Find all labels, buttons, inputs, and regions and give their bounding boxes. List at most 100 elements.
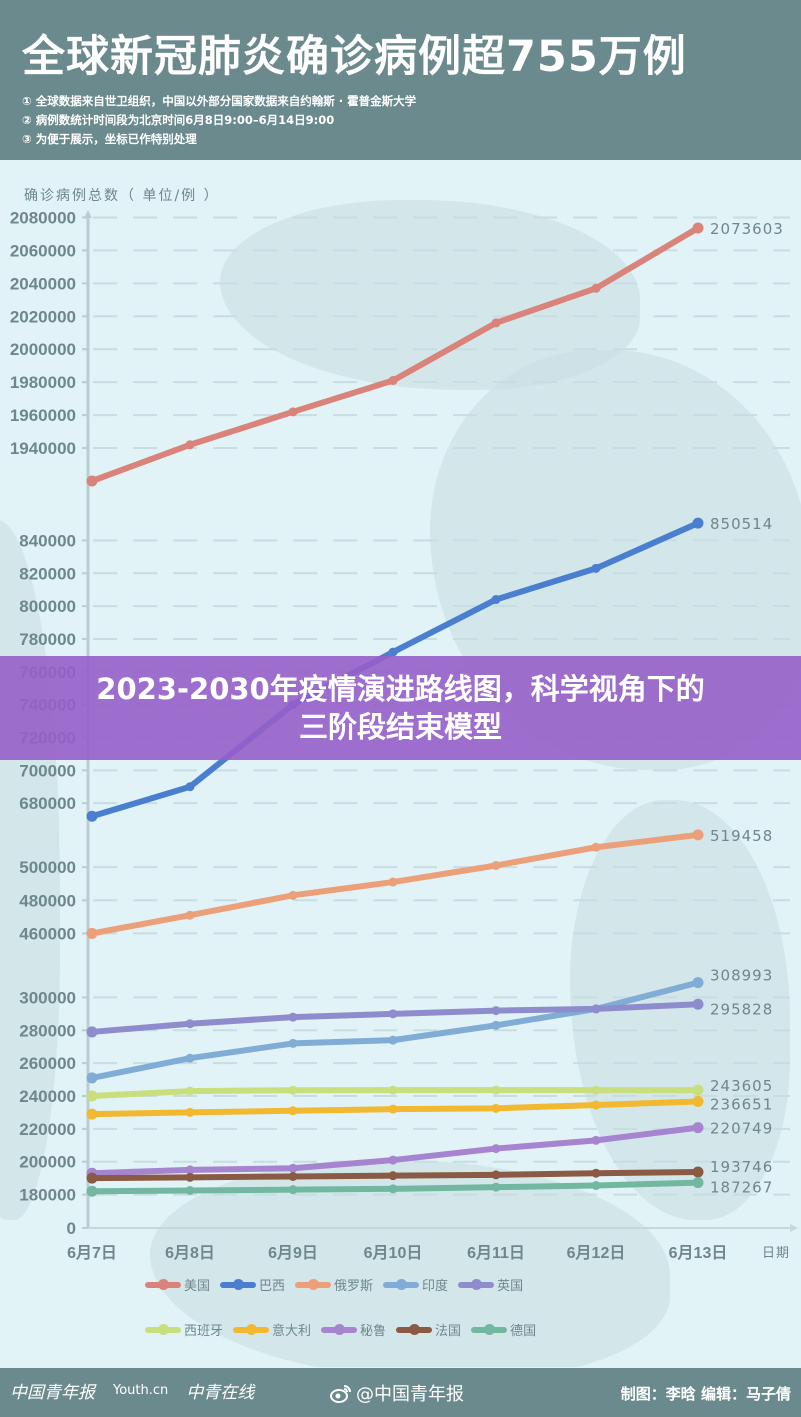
legend-item[interactable]: 巴西 bbox=[220, 1275, 285, 1294]
legend-item[interactable]: 英国 bbox=[458, 1275, 523, 1294]
data-point bbox=[491, 1020, 501, 1030]
legend-swatch-icon bbox=[471, 1323, 508, 1335]
data-point bbox=[692, 1177, 704, 1189]
legend-label: 印度 bbox=[422, 1279, 449, 1294]
legend-item[interactable]: 法国 bbox=[396, 1320, 461, 1339]
end-value-label: 193746 bbox=[710, 1158, 773, 1176]
data-point bbox=[86, 810, 98, 822]
data-point bbox=[288, 1172, 298, 1181]
note-3: ③ 为便于展示，坐标已作特别处理 bbox=[22, 132, 197, 146]
data-point bbox=[86, 475, 98, 487]
legend-swatch-icon bbox=[396, 1323, 433, 1335]
legend-item[interactable]: 俄罗斯 bbox=[295, 1275, 373, 1294]
legend-item[interactable]: 西班牙 bbox=[145, 1320, 223, 1339]
logo-zgqnb: 中国青年报 bbox=[10, 1383, 95, 1403]
data-point bbox=[692, 517, 704, 529]
end-value-label: 295828 bbox=[710, 1000, 773, 1018]
data-point bbox=[692, 977, 704, 989]
header-banner: 全球新冠肺炎确诊病例超755万例 ① 全球数据来自世卫组织，中国以外部分国家数据… bbox=[0, 0, 801, 160]
legend-swatch-icon bbox=[321, 1323, 358, 1335]
series-line bbox=[89, 225, 701, 484]
legend-swatch-icon bbox=[145, 1278, 181, 1290]
legend-swatch-icon bbox=[458, 1278, 495, 1290]
y-tick-label: 240000 bbox=[19, 1087, 76, 1106]
data-point bbox=[185, 1172, 195, 1182]
data-point bbox=[491, 1170, 501, 1180]
overlay-banner: 2023-2030年疫情演进路线图，科学视角下的 三阶段结束模型 bbox=[0, 656, 801, 760]
banner-line-1: 2023-2030年疫情演进路线图，科学视角下的 bbox=[96, 672, 705, 706]
y-tick-label: 180000 bbox=[19, 1186, 76, 1205]
legend-item[interactable]: 印度 bbox=[383, 1275, 448, 1294]
data-point bbox=[591, 1100, 601, 1110]
legend-swatch-icon bbox=[295, 1278, 332, 1290]
x-tick-label: 6月8日 bbox=[165, 1244, 215, 1262]
y-tick-label: 2020000 bbox=[10, 307, 76, 326]
weibo-icon bbox=[330, 1385, 351, 1403]
data-point bbox=[388, 1009, 398, 1019]
y-tick-label: 700000 bbox=[19, 761, 76, 780]
y-axis-title: 确诊病例总数（ 单位/例 ） bbox=[24, 188, 220, 204]
data-point bbox=[591, 842, 601, 852]
data-point bbox=[86, 1026, 98, 1038]
data-point bbox=[185, 782, 195, 792]
data-point bbox=[591, 283, 601, 293]
credits: 制图：李晗 编辑：马子倩 bbox=[620, 1385, 791, 1403]
data-point bbox=[388, 1085, 398, 1095]
end-value-label: 220749 bbox=[710, 1120, 773, 1138]
data-point bbox=[388, 376, 398, 386]
y-tick-label: 200000 bbox=[19, 1153, 76, 1172]
y-tick-label: 280000 bbox=[19, 1021, 76, 1040]
publisher-logos: 中国青年报 Youth.cn 中青在线 bbox=[10, 1378, 254, 1403]
x-tick-label: 6月13日 bbox=[669, 1244, 728, 1262]
y-tick-label: 780000 bbox=[19, 630, 76, 649]
y-tick-label: 500000 bbox=[19, 858, 76, 877]
x-tick-label: 6月11日 bbox=[467, 1244, 525, 1262]
legend-item[interactable]: 意大利 bbox=[233, 1320, 311, 1339]
data-point bbox=[491, 860, 501, 870]
data-point bbox=[591, 1085, 601, 1095]
legend-item[interactable]: 德国 bbox=[471, 1320, 536, 1339]
series-line bbox=[89, 1001, 701, 1035]
note-2: ② 病例数统计时间段为北京时间6月8日9:00–6月14日9:00 bbox=[22, 113, 335, 127]
legend-swatch-icon bbox=[383, 1278, 420, 1290]
data-point bbox=[491, 1103, 501, 1113]
end-value-label: 850514 bbox=[710, 515, 773, 533]
data-point bbox=[86, 1172, 98, 1184]
data-point bbox=[388, 1035, 398, 1045]
y-tick-label: 480000 bbox=[19, 891, 76, 910]
series-line bbox=[89, 1124, 701, 1177]
legend-swatch-icon bbox=[220, 1278, 257, 1290]
data-point bbox=[388, 1104, 398, 1114]
legend-label: 西班牙 bbox=[184, 1324, 224, 1339]
data-point bbox=[692, 222, 704, 234]
data-point bbox=[185, 1086, 195, 1096]
data-point bbox=[288, 1163, 298, 1173]
x-tick-label: 6月12日 bbox=[567, 1244, 626, 1262]
legend-item[interactable]: 秘鲁 bbox=[321, 1320, 386, 1339]
banner-line-2: 三阶段结束模型 bbox=[298, 710, 502, 744]
y-tick-label: 2040000 bbox=[10, 274, 76, 293]
data-point bbox=[388, 1171, 398, 1181]
data-point bbox=[86, 1072, 98, 1084]
notes: ① 全球数据来自世卫组织，中国以外部分国家数据来自约翰斯 · 霍普金斯大学 ② … bbox=[22, 92, 416, 149]
data-point bbox=[591, 1004, 601, 1014]
legend-item[interactable]: 美国 bbox=[145, 1275, 210, 1294]
data-point bbox=[591, 1168, 601, 1178]
x-tick-label: 6月10日 bbox=[364, 1244, 423, 1262]
y-tick-label: 840000 bbox=[19, 531, 76, 550]
weibo-handle: @中国青年报 bbox=[330, 1380, 464, 1406]
end-value-label: 519458 bbox=[710, 827, 773, 845]
data-point bbox=[185, 1019, 195, 1029]
y-tick-label: 1940000 bbox=[10, 439, 76, 458]
data-point bbox=[185, 1053, 195, 1063]
y-tick-label: 2060000 bbox=[10, 241, 76, 260]
data-point bbox=[491, 318, 501, 328]
data-point bbox=[185, 910, 195, 920]
data-point bbox=[86, 1090, 98, 1102]
data-point bbox=[86, 927, 98, 939]
legend-row: 西班牙 意大利 秘鲁 法国 德国 bbox=[145, 1320, 536, 1339]
data-point bbox=[185, 1165, 195, 1175]
data-point bbox=[86, 1108, 98, 1120]
data-point bbox=[591, 563, 601, 573]
data-point bbox=[288, 1185, 298, 1195]
